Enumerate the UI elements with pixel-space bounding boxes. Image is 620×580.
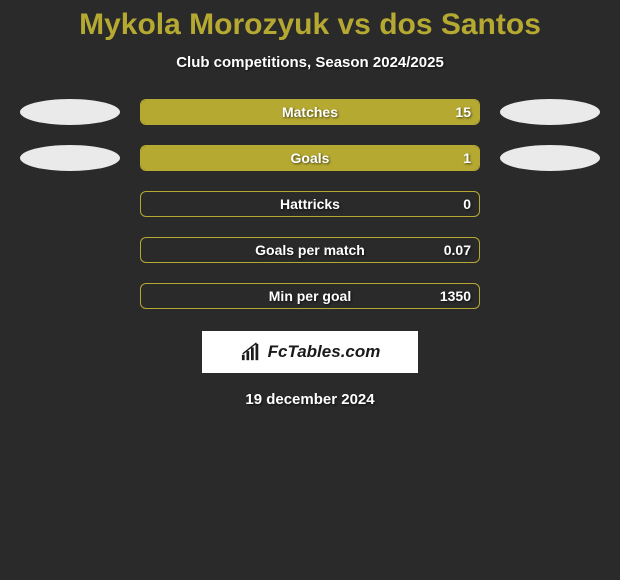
- stat-bar: Matches15: [140, 99, 480, 125]
- player-marker-left: [20, 99, 120, 125]
- stat-value: 0.07: [444, 238, 471, 262]
- stat-value: 0: [463, 192, 471, 216]
- stat-label: Goals per match: [141, 238, 479, 262]
- stat-label: Hattricks: [141, 192, 479, 216]
- date-text: 19 december 2024: [0, 391, 620, 408]
- logo-box: FcTables.com: [202, 331, 418, 373]
- subtitle: Club competitions, Season 2024/2025: [0, 54, 620, 71]
- stat-row: Matches15: [20, 99, 600, 125]
- player-marker-right: [500, 99, 600, 125]
- stat-label: Matches: [141, 100, 479, 124]
- stat-value: 15: [455, 100, 471, 124]
- stat-label: Min per goal: [141, 284, 479, 308]
- stats-list: Matches15 Goals1 Hattricks0 Goals per match…: [0, 99, 620, 309]
- stat-label: Goals: [141, 146, 479, 170]
- stat-value: 1: [463, 146, 471, 170]
- stat-row: Min per goal1350: [20, 283, 600, 309]
- logo-text: FcTables.com: [268, 342, 381, 362]
- stat-row: Goals per match0.07: [20, 237, 600, 263]
- player-marker-left: [20, 145, 120, 171]
- stat-bar: Goals per match0.07: [140, 237, 480, 263]
- stat-bar: Hattricks0: [140, 191, 480, 217]
- stat-row: Goals1: [20, 145, 600, 171]
- player-marker-right: [500, 145, 600, 171]
- stat-value: 1350: [440, 284, 471, 308]
- stat-row: Hattricks0: [20, 191, 600, 217]
- page-title: Mykola Morozyuk vs dos Santos: [0, 8, 620, 42]
- stat-bar: Min per goal1350: [140, 283, 480, 309]
- stat-bar: Goals1: [140, 145, 480, 171]
- chart-icon: [240, 342, 262, 362]
